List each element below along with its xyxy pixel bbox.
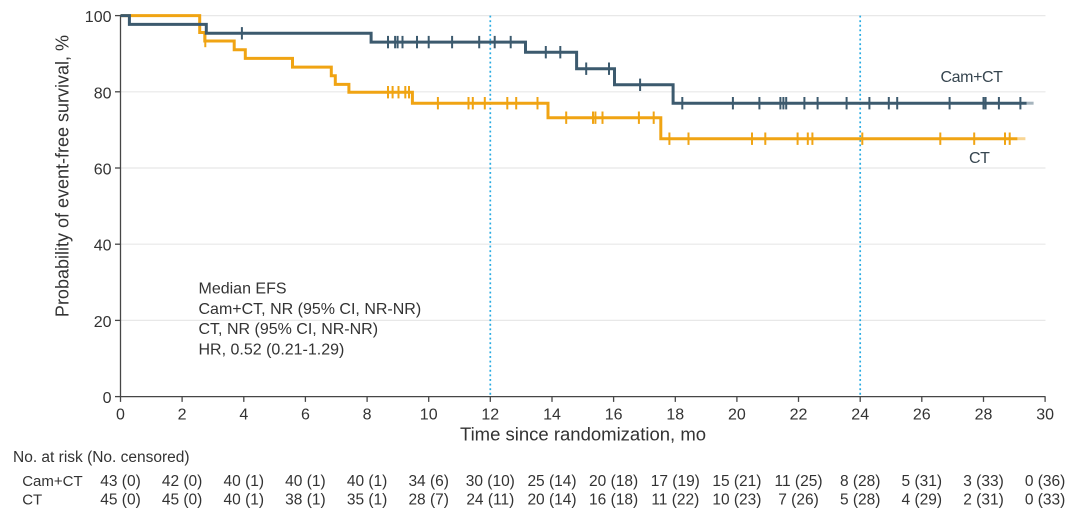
- svg-text:30 (10): 30 (10): [466, 473, 515, 490]
- svg-text:0 (36): 0 (36): [1025, 473, 1066, 490]
- svg-text:Cam+CT: Cam+CT: [941, 69, 1004, 86]
- svg-text:43 (0): 43 (0): [100, 473, 141, 490]
- svg-text:20: 20: [728, 407, 746, 424]
- svg-text:25 (14): 25 (14): [527, 473, 576, 490]
- svg-text:8: 8: [363, 407, 372, 424]
- svg-text:24: 24: [851, 407, 869, 424]
- svg-text:28: 28: [975, 407, 993, 424]
- svg-text:Median EFS: Median EFS: [199, 281, 287, 298]
- svg-text:6: 6: [301, 407, 310, 424]
- svg-text:5 (31): 5 (31): [902, 473, 943, 490]
- svg-text:40 (1): 40 (1): [224, 491, 265, 508]
- svg-text:CT: CT: [22, 491, 42, 508]
- svg-text:7 (26): 7 (26): [778, 491, 819, 508]
- svg-text:12: 12: [481, 407, 499, 424]
- svg-text:18: 18: [666, 407, 684, 424]
- svg-text:15 (21): 15 (21): [712, 473, 761, 490]
- svg-text:4: 4: [239, 407, 248, 424]
- svg-text:40 (1): 40 (1): [224, 473, 265, 490]
- svg-text:17 (19): 17 (19): [651, 473, 700, 490]
- svg-text:40 (1): 40 (1): [285, 473, 326, 490]
- svg-text:Cam+CT, NR (95% CI, NR-NR): Cam+CT, NR (95% CI, NR-NR): [199, 301, 422, 318]
- svg-text:No. at risk (No. censored): No. at risk (No. censored): [13, 449, 190, 466]
- svg-text:10 (23): 10 (23): [712, 491, 761, 508]
- svg-text:10: 10: [420, 407, 438, 424]
- svg-text:Cam+CT: Cam+CT: [22, 473, 82, 490]
- svg-text:11 (25): 11 (25): [775, 473, 823, 490]
- svg-text:5 (28): 5 (28): [840, 491, 881, 508]
- svg-text:30: 30: [1036, 407, 1054, 424]
- svg-text:0: 0: [103, 390, 112, 407]
- svg-text:2 (31): 2 (31): [963, 491, 1004, 508]
- svg-text:34 (6): 34 (6): [408, 473, 449, 490]
- svg-text:2: 2: [178, 407, 187, 424]
- svg-text:100: 100: [85, 9, 112, 26]
- svg-text:16 (18): 16 (18): [589, 491, 638, 508]
- svg-text:0 (33): 0 (33): [1025, 491, 1066, 508]
- svg-text:20 (18): 20 (18): [589, 473, 638, 490]
- svg-text:40: 40: [94, 238, 112, 255]
- svg-text:22: 22: [790, 407, 808, 424]
- svg-text:Probability of event-free surv: Probability of event-free survival, %: [53, 35, 73, 317]
- svg-text:Time since randomization, mo: Time since randomization, mo: [460, 424, 706, 445]
- svg-text:42 (0): 42 (0): [162, 473, 203, 490]
- svg-text:38 (1): 38 (1): [285, 491, 326, 508]
- svg-text:16: 16: [605, 407, 623, 424]
- svg-text:HR, 0.52 (0.21-1.29): HR, 0.52 (0.21-1.29): [199, 341, 345, 358]
- svg-text:11 (22): 11 (22): [651, 491, 699, 508]
- svg-text:28 (7): 28 (7): [408, 491, 449, 508]
- svg-text:CT: CT: [969, 150, 990, 167]
- svg-text:24 (11): 24 (11): [466, 491, 514, 508]
- svg-text:45 (0): 45 (0): [162, 491, 203, 508]
- svg-text:60: 60: [94, 162, 112, 179]
- svg-text:26: 26: [913, 407, 931, 424]
- svg-text:80: 80: [94, 85, 112, 102]
- svg-text:20 (14): 20 (14): [527, 491, 576, 508]
- svg-text:3 (33): 3 (33): [963, 473, 1004, 490]
- svg-text:45 (0): 45 (0): [100, 491, 141, 508]
- svg-text:CT, NR (95% CI, NR-NR): CT, NR (95% CI, NR-NR): [199, 321, 379, 338]
- svg-text:35 (1): 35 (1): [347, 491, 388, 508]
- svg-text:14: 14: [543, 407, 561, 424]
- svg-text:4 (29): 4 (29): [902, 491, 943, 508]
- svg-text:20: 20: [94, 314, 112, 331]
- svg-text:40 (1): 40 (1): [347, 473, 388, 490]
- svg-text:0: 0: [116, 407, 125, 424]
- svg-text:8 (28): 8 (28): [840, 473, 881, 490]
